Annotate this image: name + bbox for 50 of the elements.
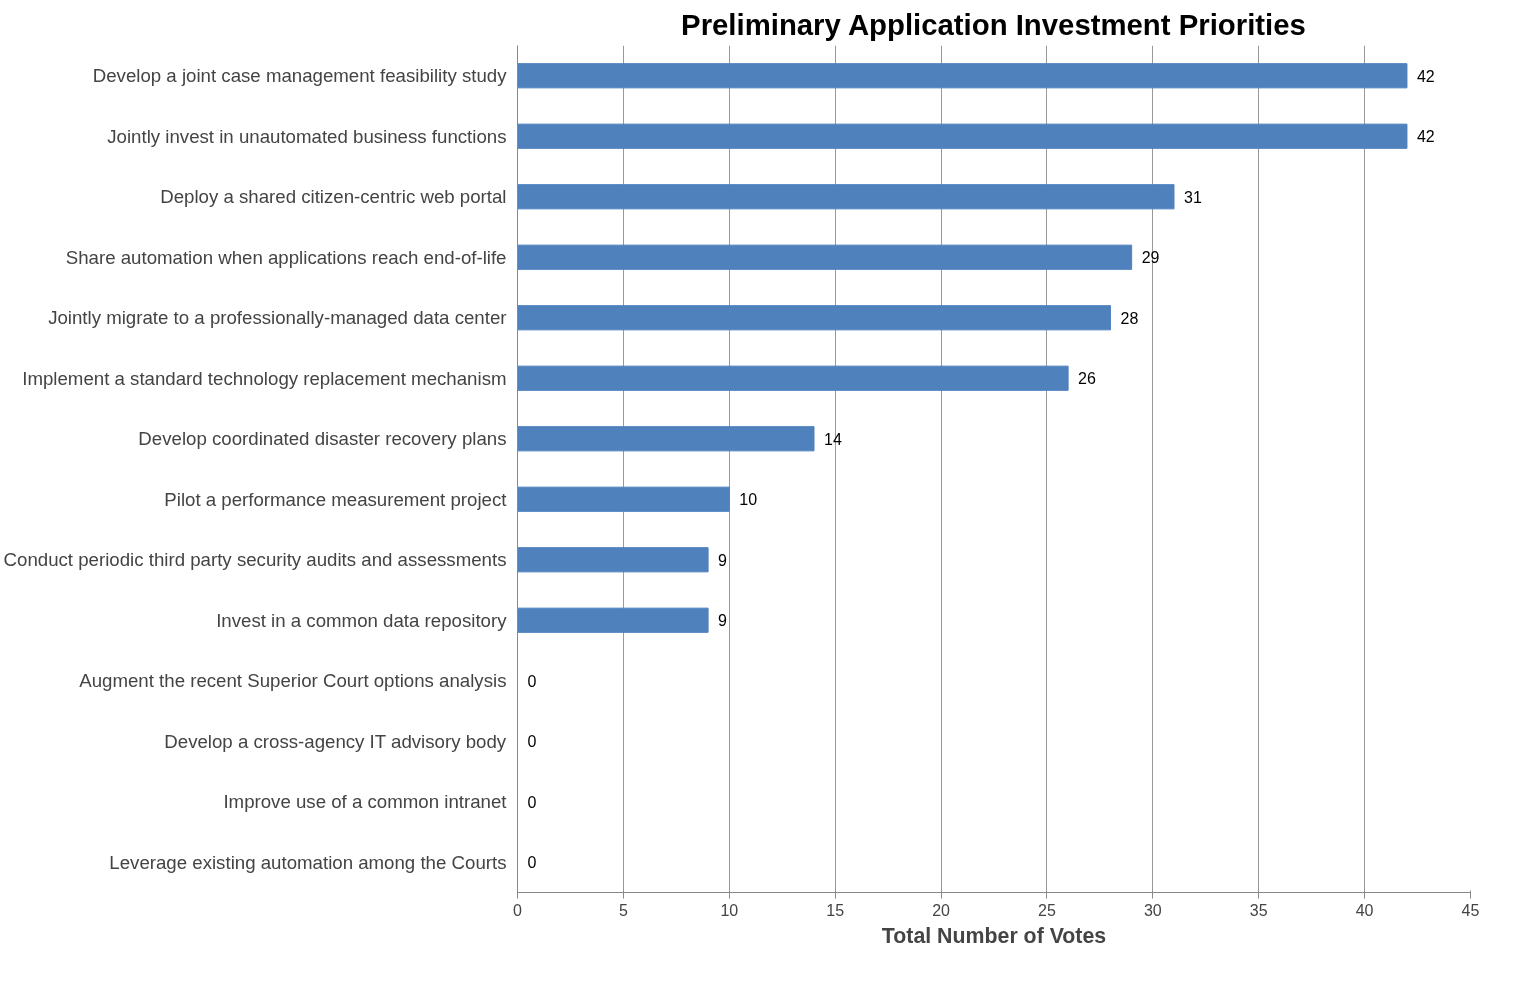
y-tick-label: Improve use of a common intranet	[223, 791, 508, 813]
bar	[517, 123, 1408, 149]
y-tick-label: Pilot a performance measurement project	[164, 488, 508, 510]
data-label: 0	[527, 672, 537, 690]
y-tick-label: Jointly migrate to a professionally-managed data center	[48, 307, 507, 329]
x-tick-label: 30	[1143, 901, 1162, 919]
data-label: 0	[527, 854, 537, 872]
bar	[517, 63, 1408, 89]
x-tick-label: 25	[1038, 901, 1056, 919]
bar	[517, 547, 709, 573]
y-tick-label: Invest in a common data repository	[216, 609, 508, 631]
data-label: 10	[739, 491, 758, 509]
y-tick-label: Develop a joint case management feasibility study	[92, 65, 508, 87]
bar	[517, 244, 1133, 270]
y-tick-label: Leverage existing automation among the Courts	[109, 851, 507, 873]
data-label: 9	[718, 612, 728, 630]
x-tick-label: 15	[826, 901, 845, 919]
x-tick-label: 35	[1249, 901, 1268, 919]
x-tick-label: 10	[720, 901, 739, 919]
data-label: 14	[823, 430, 842, 448]
x-axis-title: Total Number of Votes	[881, 923, 1107, 948]
data-label: 0	[527, 733, 537, 751]
y-tick-label: Deploy a shared citizen-centric web portal	[160, 186, 507, 208]
data-label: 26	[1078, 370, 1097, 388]
bar	[517, 184, 1175, 210]
y-tick-label: Develop coordinated disaster recovery plans	[138, 428, 507, 450]
y-tick-label: Implement a standard technology replacement mechanism	[22, 367, 507, 389]
x-tick-label: 45	[1461, 901, 1480, 919]
x-tick-label: 40	[1355, 901, 1374, 919]
x-tick-label: 0	[513, 901, 523, 919]
y-tick-label: Share automation when applications reach end-of-life	[65, 246, 507, 268]
bar	[517, 365, 1069, 391]
bar	[517, 607, 709, 633]
data-label: 42	[1416, 67, 1435, 85]
bar	[517, 486, 730, 512]
x-tick-label: 5	[618, 901, 628, 919]
y-tick-label: Conduct periodic third party security audits and assessments	[3, 549, 507, 571]
chart-title: Preliminary Application Investment Priorities	[681, 7, 1306, 41]
data-label: 42	[1416, 128, 1435, 146]
y-tick-label: Jointly invest in unautomated business functions	[107, 125, 507, 147]
y-tick-label: Develop a cross-agency IT advisory body	[164, 730, 507, 752]
x-tick-label: 20	[932, 901, 951, 919]
data-label: 0	[527, 793, 537, 811]
data-label: 29	[1141, 249, 1160, 267]
bar	[517, 426, 815, 452]
data-label: 9	[718, 551, 728, 569]
y-tick-label: Augment the recent Superior Court options analysis	[79, 670, 507, 692]
data-label: 31	[1184, 188, 1202, 206]
bar	[517, 305, 1111, 331]
data-label: 28	[1120, 309, 1139, 327]
